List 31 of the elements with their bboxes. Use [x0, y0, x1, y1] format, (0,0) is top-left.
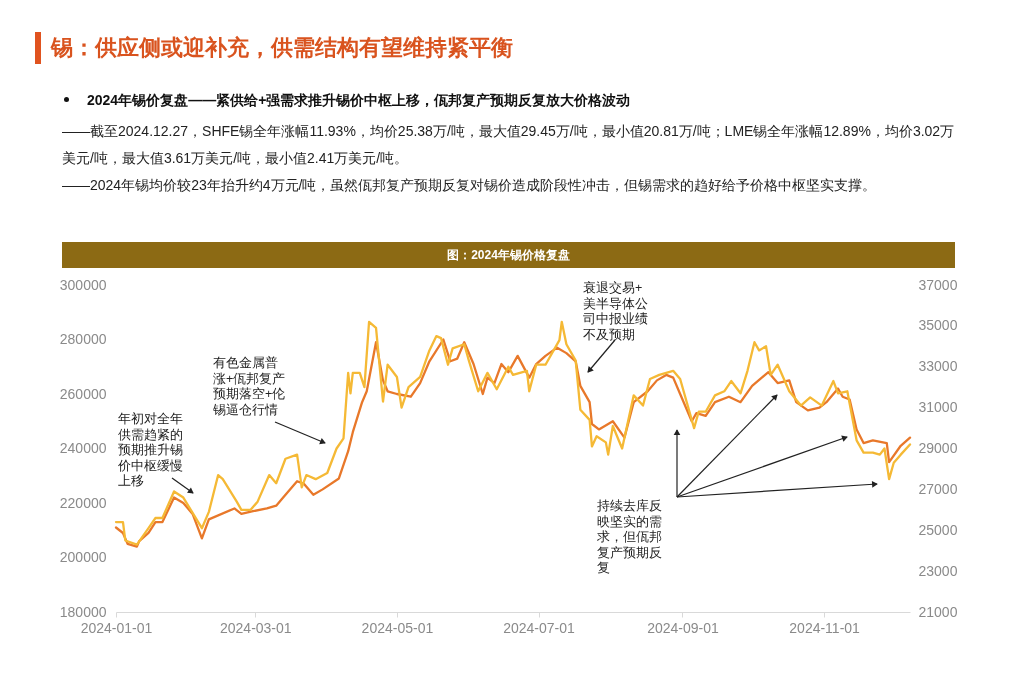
- x-tick-label: 2024-11-01: [789, 619, 861, 636]
- y-tick-label: 220000: [59, 494, 107, 511]
- y2-tick-label: 23000: [918, 562, 958, 579]
- annotation: 衰退交易+美半导体公司中报业绩不及预期: [583, 280, 648, 342]
- y2-tick-label: 29000: [918, 440, 958, 456]
- annotation: 有色金属普涨+佤邦复产预期落空+伦锡逼仓行情: [212, 355, 286, 417]
- y-tick-label: 260000: [59, 385, 107, 402]
- text: ——2024年锡均价较23年抬升约4万元/吨，虽然佤邦复产预期反复对锡价造成阶段性冲击，但锡需求的趋好给予价格中枢坚实支撑。: [62, 176, 878, 195]
- chart-subtitle: 2024年锡价复盘——紧供给+强需求推升锡价中枢上移，佤邦复产预期反复放大价格波动: [86, 92, 631, 110]
- y-tick-label: 200000: [59, 549, 107, 565]
- y2-tick-label: 35000: [918, 317, 958, 334]
- text: 图：2024年锡价格复盘: [62, 242, 955, 268]
- x-tick-label: 2024-03-01: [219, 619, 292, 636]
- y-tick-label: 300000: [59, 276, 107, 293]
- y2-tick-label: 37000: [918, 276, 958, 293]
- y-tick-label: 240000: [59, 440, 107, 456]
- x-tick-label: 2024-05-01: [361, 619, 434, 636]
- annotation: 年初对全年供需趋紧的预期推升锡价中枢缓慢上移: [117, 412, 183, 488]
- y2-tick-label: 33000: [918, 358, 958, 375]
- y2-tick-label: 27000: [918, 480, 958, 497]
- chart-title: 锡：供应侧或迎补充，供需结构有望维持紧平衡: [35, 32, 513, 64]
- y2-tick-label: 31000: [918, 399, 958, 416]
- y-tick-label: 280000: [59, 331, 107, 347]
- y2-tick-label: 25000: [918, 521, 958, 538]
- x-tick-label: 2024-09-01: [647, 619, 719, 636]
- annotation: 持续去库反映坚实的需求，但佤邦复产预期反复: [597, 499, 662, 575]
- y2-tick-label: 21000: [918, 603, 958, 620]
- y-tick-label: 180000: [59, 603, 107, 620]
- x-tick-label: 2024-01-01: [80, 619, 153, 636]
- text: ——截至2024.12.27，SHFE锡全年涨幅11.93%，均价25.38万/吨，最大值29.45万/吨，最小值20.81万/吨；LME锡全年涨幅12.89%，均价3.02万美元/吨，最大值3.61万美元/吨，最小值2.41万美元/吨。: [62, 122, 956, 168]
- x-tick-label: 2024-07-01: [503, 619, 576, 636]
